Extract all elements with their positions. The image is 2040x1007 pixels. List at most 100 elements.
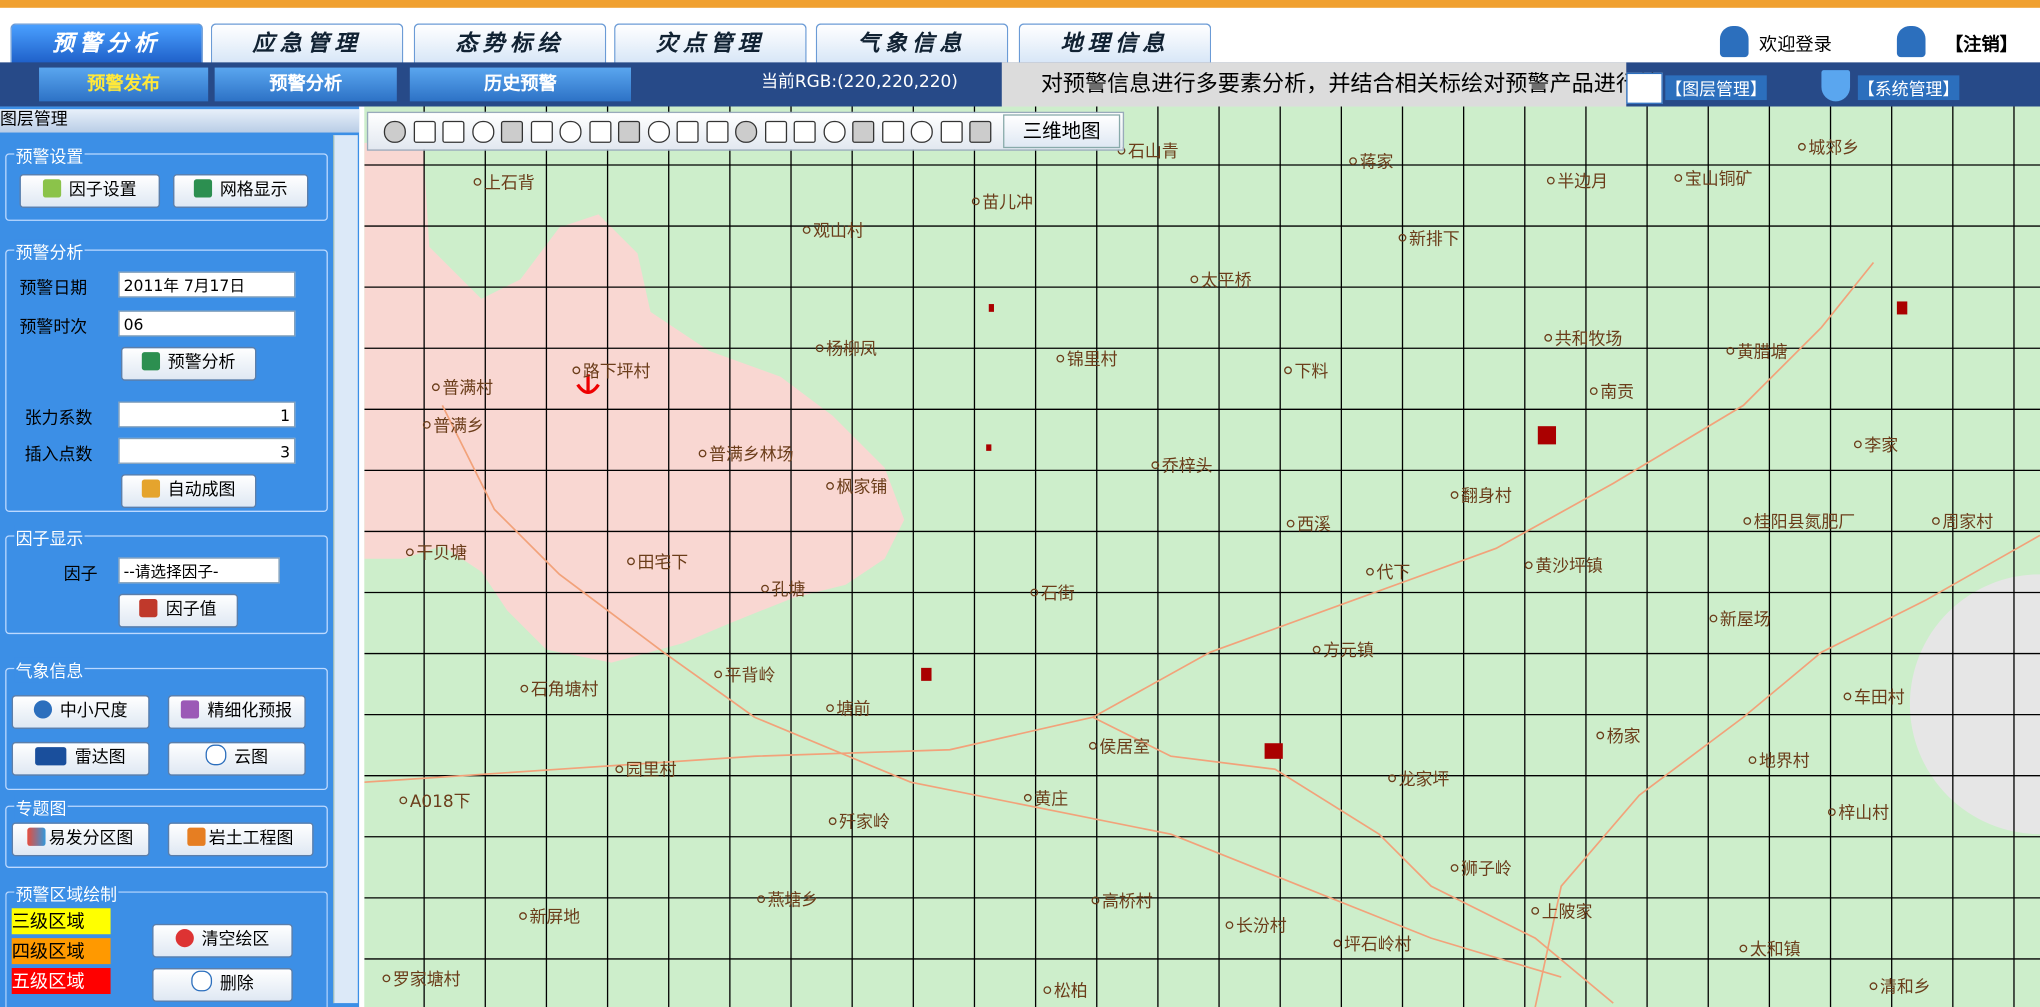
- tool-icon[interactable]: [705, 120, 728, 143]
- button[interactable]: 因子值: [118, 593, 239, 628]
- sub-tab[interactable]: 历史预警: [409, 67, 631, 102]
- place-label: 侯居室: [1099, 736, 1150, 756]
- button[interactable]: 易发分区图: [11, 822, 150, 857]
- time-select[interactable]: 06: [118, 310, 296, 337]
- tool-icon[interactable]: [647, 120, 670, 143]
- place-label: 西溪: [1297, 514, 1331, 534]
- fieldset: 预警分析 预警日期 2011年 7月17日 预警时次 06 预警分析 张力系数 …: [5, 239, 328, 512]
- place-label: 干贝塘: [416, 543, 467, 563]
- tool-icon[interactable]: [530, 120, 553, 143]
- button[interactable]: 精细化预报: [167, 695, 306, 729]
- system-icon: [1821, 70, 1851, 102]
- sub-tab[interactable]: 预警发布: [39, 67, 209, 102]
- tool-icon[interactable]: [822, 120, 846, 143]
- tool-icon[interactable]: [793, 120, 816, 143]
- legend: 专题图: [14, 795, 68, 820]
- system-manage-button[interactable]: 【系统管理】: [1857, 75, 1960, 101]
- tool-icon[interactable]: [442, 120, 465, 143]
- place-label: 杨家: [1607, 726, 1641, 746]
- top-tab[interactable]: 应急管理: [210, 23, 404, 64]
- place-label: 石街: [1041, 583, 1075, 603]
- tool-icon[interactable]: [735, 120, 758, 143]
- button[interactable]: 清空绘区: [152, 923, 293, 958]
- layer-manage-button[interactable]: 【图层管理】: [1665, 75, 1767, 101]
- tool-icon[interactable]: [910, 120, 933, 143]
- tool-icon[interactable]: [969, 120, 992, 143]
- place-dot: [761, 584, 769, 593]
- map[interactable]: 石山青 蒋家 半边月 宝山铜矿 城郊乡 上石背 苗儿冲 观山村 新排下 太平桥 路下坪村 杨柳凤 锦里村…: [364, 106, 2040, 1007]
- tool-icon[interactable]: [764, 120, 787, 143]
- place-dot: [1739, 944, 1748, 953]
- top-tab[interactable]: 地理信息: [1018, 23, 1212, 64]
- button[interactable]: 云图: [167, 741, 306, 776]
- place-label: 李家: [1864, 435, 1898, 455]
- grid: [364, 106, 2040, 1007]
- login-link[interactable]: 欢迎登录: [1758, 35, 1832, 56]
- button[interactable]: 雷达图: [11, 741, 150, 776]
- tool-icon[interactable]: [500, 120, 524, 143]
- sidebar: 图层管理 预警设置 因子设置 网格显示 预警分析 预警日期 2011年 7月17…: [0, 106, 360, 1007]
- button[interactable]: 自动成图: [120, 474, 257, 509]
- top-tab[interactable]: 预警分析: [10, 23, 203, 64]
- button[interactable]: 中小尺度: [11, 695, 150, 729]
- logout-link[interactable]: 【注销】: [1945, 35, 2018, 56]
- points-input[interactable]: 3: [118, 437, 296, 464]
- fieldset: 专题图 易发分区图 岩土工程图: [5, 795, 328, 868]
- fieldset: 气象信息 中小尺度 精细化预报 雷达图 云图: [5, 657, 328, 791]
- tool-icon[interactable]: [939, 120, 963, 143]
- top-tab[interactable]: 灾点管理: [614, 23, 807, 64]
- button[interactable]: 因子设置: [19, 174, 161, 208]
- tool-icon[interactable]: [559, 120, 582, 143]
- marker: [986, 444, 992, 451]
- place-label: 清和乡: [1880, 977, 1931, 997]
- place-label: 石山青: [1128, 141, 1179, 161]
- button[interactable]: 删除: [152, 968, 293, 1002]
- place-dot: [1312, 645, 1321, 654]
- tool-icon[interactable]: [471, 120, 494, 143]
- button-label: 雷达图: [74, 748, 126, 768]
- place-dot: [1748, 756, 1757, 765]
- place-dot: [1843, 692, 1852, 701]
- tension-input[interactable]: 1: [118, 401, 296, 428]
- place-dot: [520, 684, 529, 693]
- place-dot: [399, 796, 408, 805]
- place-dot: [431, 383, 440, 392]
- label: 预警日期: [19, 279, 88, 299]
- place-label: 蒋家: [1360, 152, 1394, 172]
- scrollbar: [333, 135, 358, 1004]
- place-dot: [1932, 517, 1940, 525]
- tool-icon[interactable]: [588, 120, 611, 143]
- level-3: 三级区域: [11, 908, 111, 935]
- button[interactable]: 岩土工程图: [167, 822, 314, 857]
- tool-icon[interactable]: [383, 120, 406, 143]
- marker: [921, 667, 932, 681]
- place-label: 宝山铜矿: [1685, 169, 1753, 189]
- place-label: 高桥村: [1102, 891, 1153, 911]
- top-tab[interactable]: 气象信息: [815, 23, 1009, 64]
- date-select[interactable]: 2011年 7月17日: [118, 271, 296, 298]
- tool-icon[interactable]: [852, 120, 875, 143]
- top-strip: [0, 0, 2040, 8]
- place-dot: [1151, 461, 1160, 470]
- place-label: 桂阳县氮肥厂: [1754, 512, 1855, 532]
- 3d-map-button[interactable]: 三维地图: [1003, 114, 1121, 149]
- place-dot: [1366, 567, 1374, 576]
- place-dot: [1869, 982, 1878, 991]
- tool-icon[interactable]: [413, 120, 436, 143]
- tool-icon[interactable]: [881, 120, 904, 143]
- place-dot: [802, 226, 811, 234]
- place-dot: [1023, 793, 1032, 802]
- top-tab[interactable]: 态势标绘: [413, 23, 607, 64]
- place-dot: [1743, 517, 1752, 525]
- tool-icon[interactable]: [617, 120, 641, 143]
- lock-icon: [1896, 25, 1926, 58]
- button[interactable]: 预警分析: [120, 346, 257, 381]
- place-label: 歼家岭: [839, 812, 890, 832]
- sub-tab[interactable]: 预警分析: [214, 67, 397, 102]
- tool-icon[interactable]: [676, 120, 699, 143]
- factor-select[interactable]: --请选择因子-: [118, 557, 280, 584]
- place-label: 松柏: [1054, 981, 1088, 1001]
- button[interactable]: 网格显示: [173, 174, 309, 208]
- place-dot: [1091, 896, 1100, 905]
- place-dot: [698, 449, 707, 458]
